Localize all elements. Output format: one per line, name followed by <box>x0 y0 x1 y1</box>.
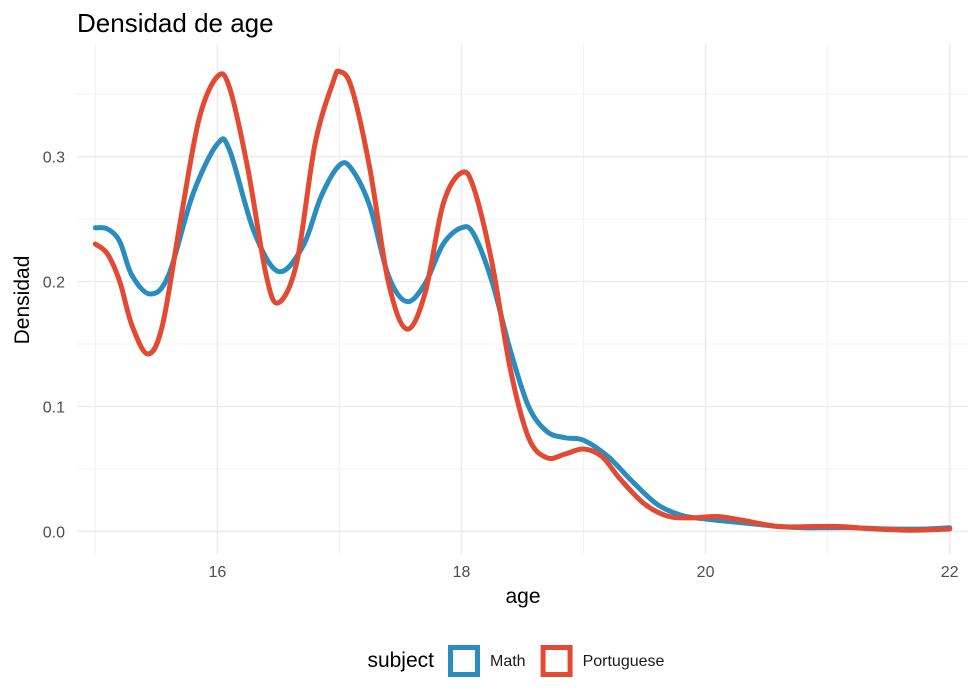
x-axis-tick-labels: 16 18 20 22 <box>208 564 958 581</box>
legend-key-math <box>448 645 480 677</box>
x-axis-title: age <box>505 585 540 608</box>
x-tick-label: 16 <box>208 564 226 581</box>
x-tick-label: 20 <box>697 564 715 581</box>
series-line-math <box>92 136 953 532</box>
x-tick-label: 18 <box>453 564 471 581</box>
y-tick-label: 0.0 <box>43 525 65 542</box>
grid <box>77 44 968 554</box>
chart-title: Densidad de age <box>77 8 274 38</box>
legend-label-math: Math <box>490 653 526 670</box>
series-line-portuguese <box>92 68 953 533</box>
x-tick-label: 22 <box>941 564 959 581</box>
legend-items: Math Portuguese <box>448 645 665 677</box>
legend-label-portuguese: Portuguese <box>583 653 665 670</box>
series-lines <box>92 68 953 533</box>
legend-key-portuguese <box>540 645 573 677</box>
y-tick-label: 0.3 <box>43 150 65 167</box>
legend: subject Math Portuguese <box>367 645 665 677</box>
y-axis-title: Densidad <box>11 256 34 345</box>
y-tick-label: 0.2 <box>43 275 65 292</box>
y-tick-label: 0.1 <box>43 400 65 417</box>
legend-item-portuguese: Portuguese <box>540 645 665 677</box>
legend-title: subject <box>367 649 434 672</box>
y-axis-tick-labels: 0.0 0.1 0.2 0.3 <box>43 150 65 542</box>
legend-item-math: Math <box>448 645 526 677</box>
